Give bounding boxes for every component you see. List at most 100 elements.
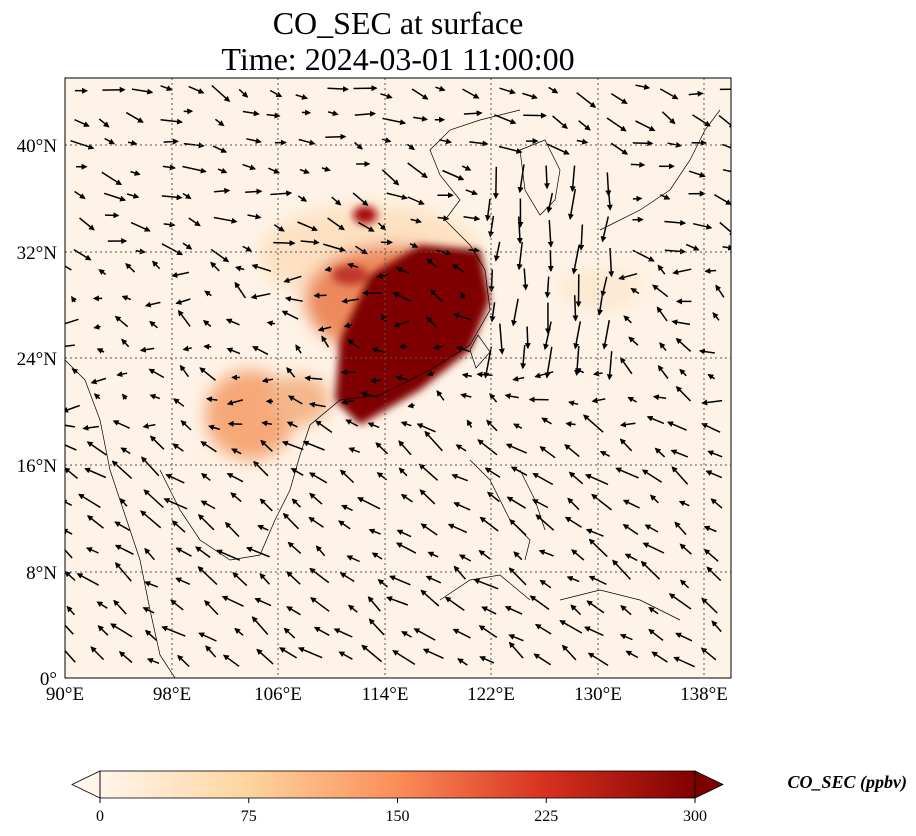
wind-arrow [200,472,211,481]
wind-arrow [505,443,528,454]
wind-arrow [98,118,110,128]
wind-arrow [65,422,76,429]
wind-arrow [585,528,604,537]
wind-arrow [548,86,559,94]
wind-arrow [678,500,690,507]
wind-arrow [144,581,159,588]
wind-arrow [432,344,443,351]
wind-arrow [371,552,383,560]
colorbar-extend-min [71,770,101,799]
wind-arrow [114,521,131,532]
wind-arrow [113,599,127,615]
wind-arrow [315,545,326,557]
wind-arrow [96,348,105,354]
wind-arrow [206,396,218,403]
wind-arrow [93,393,101,400]
wind-arrow [149,393,161,400]
wind-arrow [455,444,467,452]
wind-arrow [66,605,75,616]
wind-arrow [315,420,333,434]
wind-arrow [398,343,407,350]
wind-arrow [142,607,155,614]
wind-arrow [494,114,517,125]
wind-arrow [668,593,692,610]
wind-arrow [71,368,79,375]
wind-arrow [392,292,412,302]
wind-arrow [97,625,109,636]
wind-arrow [435,85,446,92]
map-title: CO_SEC at surface [272,5,524,41]
wind-arrow [661,111,676,125]
wind-arrow [281,440,304,451]
wind-arrow [463,110,483,117]
wind-arrow [347,262,359,269]
wind-arrow [499,87,516,95]
wind-arrow [468,247,481,254]
wind-arrow [552,115,568,129]
wind-arrow [208,424,221,431]
wind-arrow [309,567,330,584]
wind-arrow [70,139,95,150]
wind-arrow [197,566,218,586]
wind-arrow [308,472,328,484]
wind-arrow [706,566,722,582]
wind-arrow [234,265,245,272]
wind-arrow [619,421,636,428]
wind-arrow [591,493,612,511]
wind-arrow [567,497,580,511]
colorbar-tick-label: 0 [96,808,104,825]
wind-arrow [461,165,472,171]
wind-arrow [179,364,190,378]
wind-arrow [273,240,296,247]
wind-arrow [591,397,606,404]
wind-arrow [486,419,498,432]
wind-arrow [406,143,415,151]
wind-arrow [576,138,589,145]
wind-arrow [182,345,192,352]
wind-arrow [257,524,269,531]
wind-arrow [576,92,597,108]
wind-arrow [510,466,528,476]
wind-arrow [370,377,382,384]
wind-arrow [452,312,472,321]
wind-arrow [149,320,158,329]
wind-arrow [538,549,554,557]
wind-arrow [86,441,107,456]
wind-arrow [451,473,468,482]
wind-arrow [210,261,220,272]
wind-arrow [679,579,690,589]
wind-arrow [180,420,192,431]
wind-arrow [513,551,523,561]
wind-arrow [524,326,531,350]
wind-arrow [144,629,158,642]
lon-tick-label: 98°E [153,684,191,705]
wind-arrow [679,368,687,377]
wind-arrow [547,220,554,248]
wind-arrow [65,265,72,271]
wind-arrow [321,335,330,348]
wind-arrow [541,417,552,425]
wind-arrow [78,493,101,509]
wind-arrow [648,628,664,641]
wind-arrow [652,394,667,401]
wind-arrow [226,399,244,406]
wind-arrow [163,138,179,145]
wind-arrow [396,529,412,538]
wind-arrow [76,573,100,586]
wind-arrow [498,323,505,355]
wind-arrow [618,272,638,281]
wind-arrow [486,491,500,503]
wind-arrow [588,575,607,585]
wind-arrow [569,165,576,193]
wind-arrow [339,469,355,484]
wind-arrow [411,88,429,100]
wind-arrow [253,460,269,477]
wind-arrow [260,439,273,452]
wind-arrow [295,94,309,100]
wind-arrow [266,320,276,327]
wind-arrow [65,444,77,451]
wind-arrow [213,187,231,194]
wind-arrow [700,647,717,661]
wind-arrow [203,343,212,350]
